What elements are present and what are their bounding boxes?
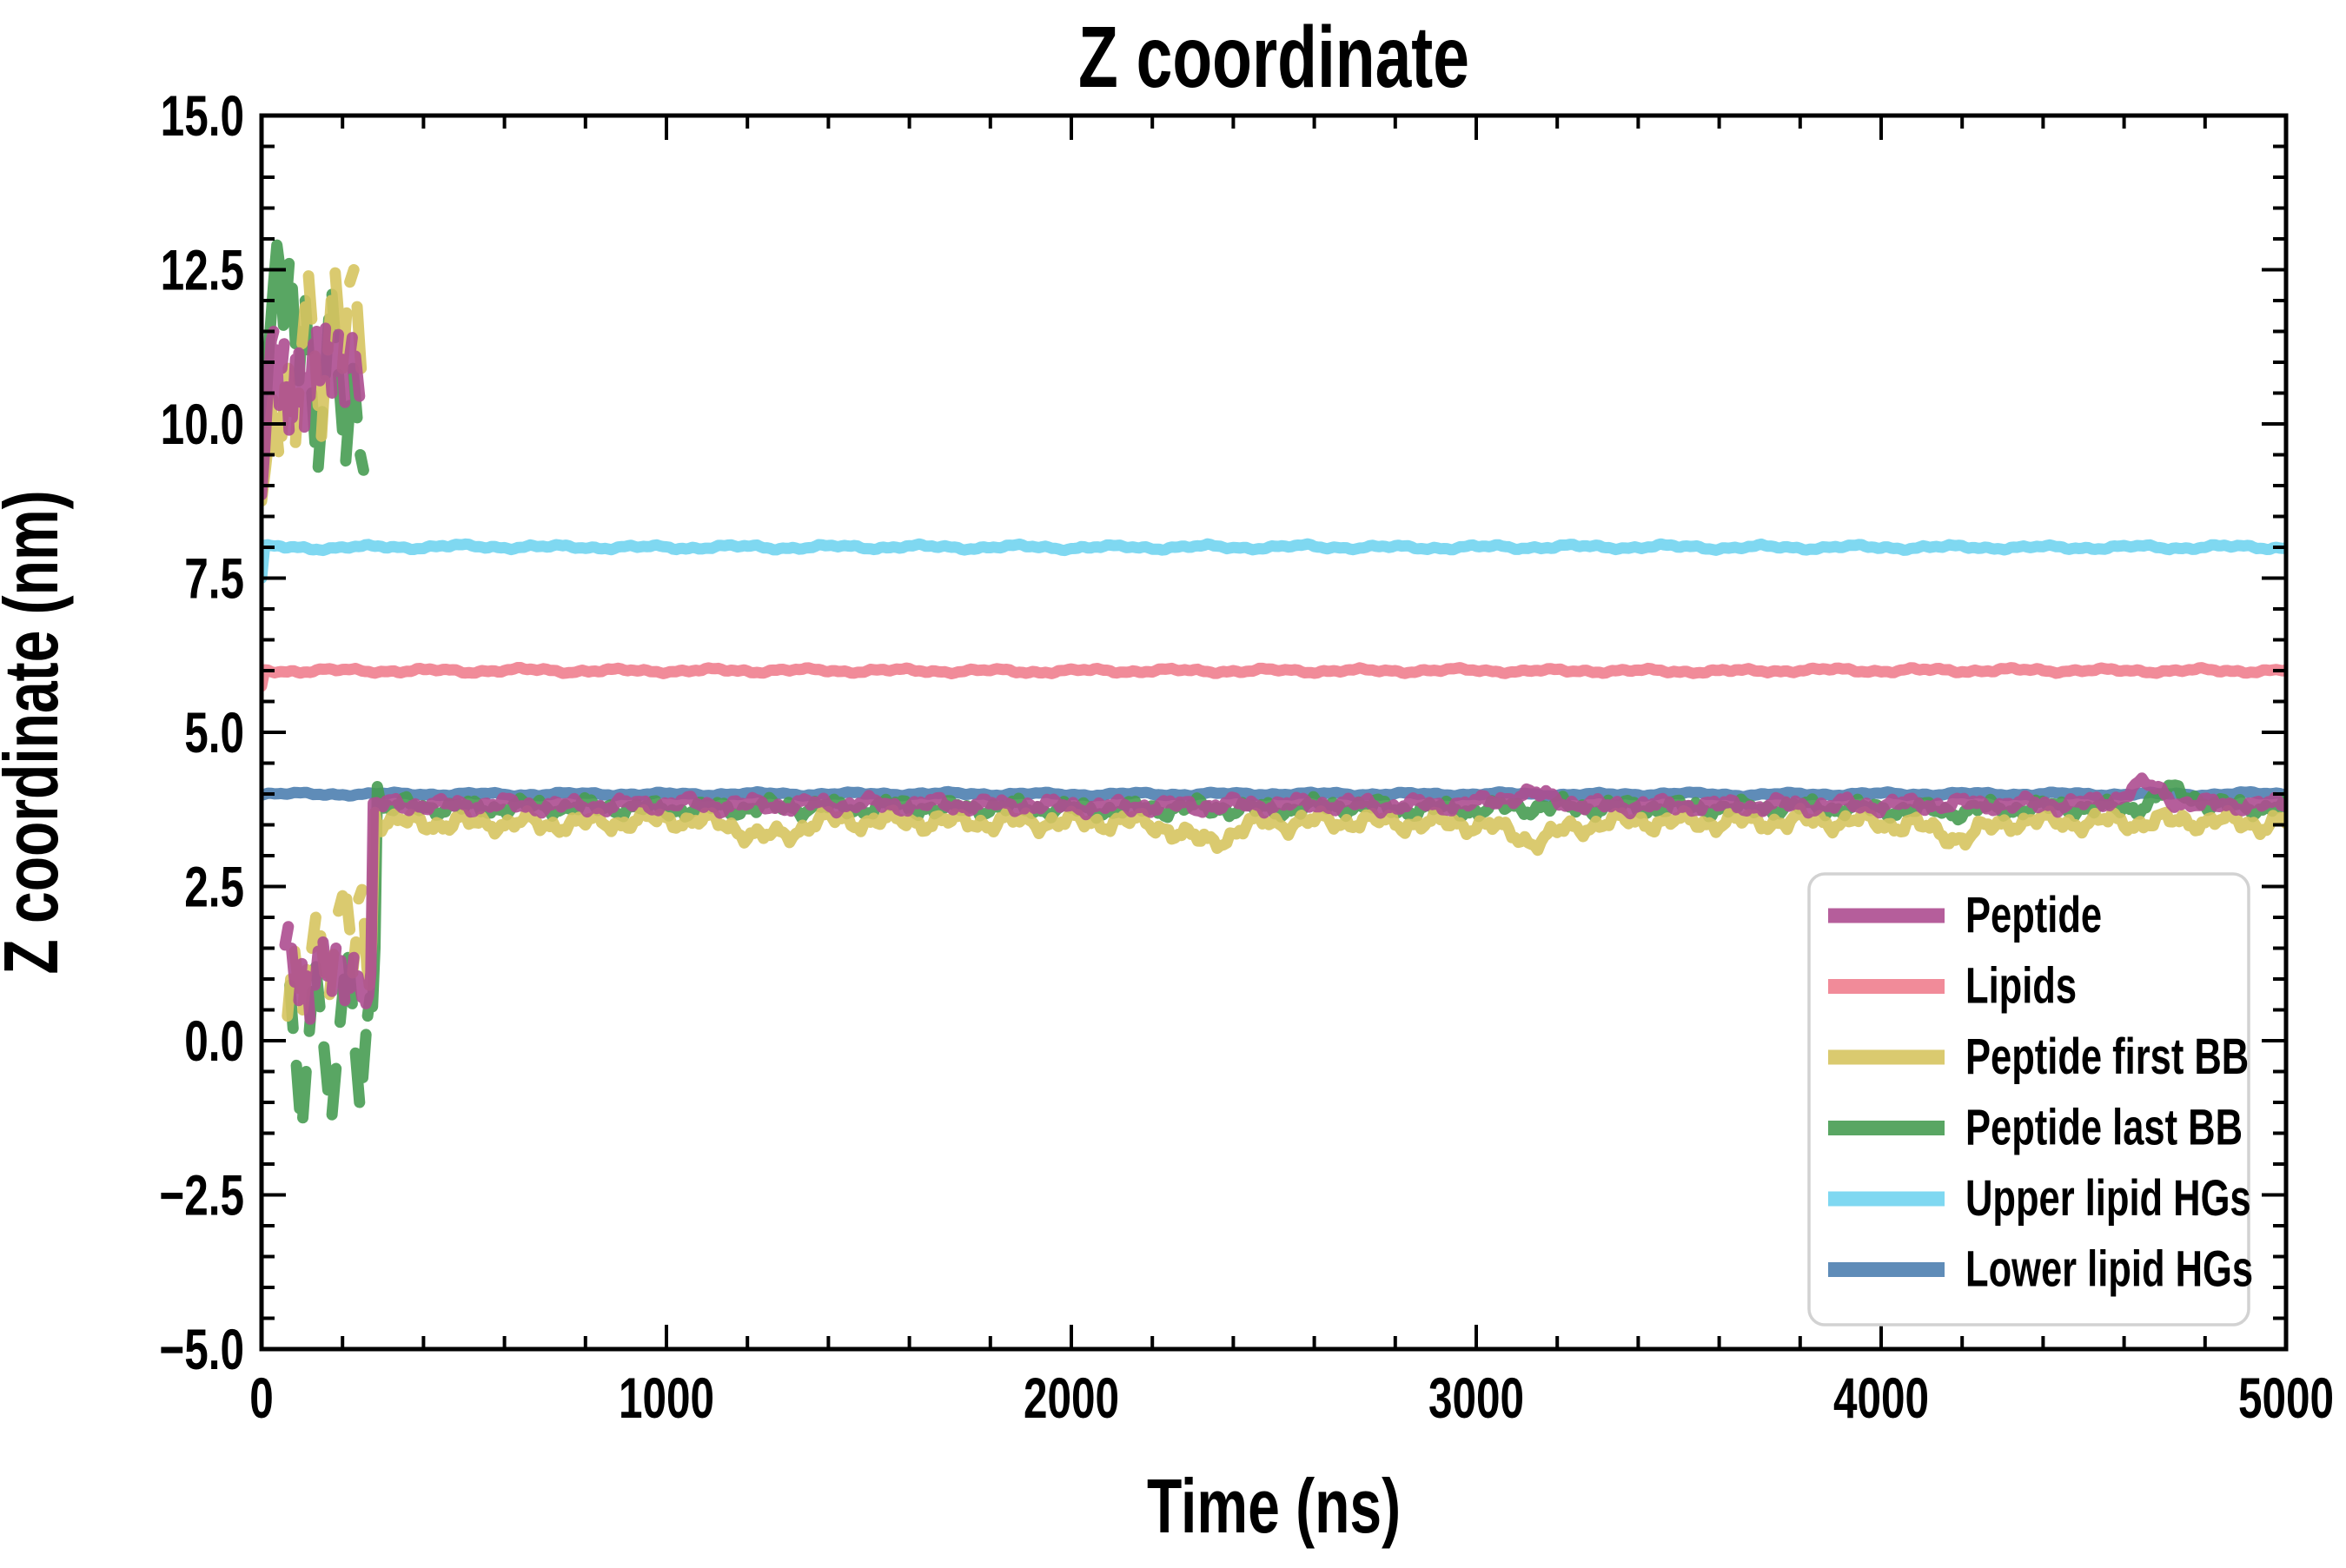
x-tick-label: 5000 <box>2238 1366 2334 1431</box>
y-tick-label: 10.0 <box>161 393 244 457</box>
x-tick-label: 2000 <box>1024 1366 1119 1431</box>
chart-title: Z coordinate <box>1078 8 1469 105</box>
y-tick-label: −5.0 <box>159 1318 244 1382</box>
x-tick-label: 1000 <box>619 1366 714 1431</box>
y-tick-label: 15.0 <box>161 84 244 149</box>
series-layer <box>262 239 2286 1124</box>
y-tick-label: 0.0 <box>184 1009 244 1074</box>
x-tick-label: 3000 <box>1428 1366 1524 1431</box>
y-tick-label: −2.5 <box>159 1164 244 1228</box>
legend: Peptide Lipids Peptide first BB Peptide las… <box>1807 872 2253 1327</box>
y-tick-label: 2.5 <box>184 856 244 920</box>
legend-label-peptide-first-bb: Peptide first BB <box>1965 1029 2249 1084</box>
y-tick-label: 5.0 <box>184 701 244 765</box>
series-peptide <box>262 322 2286 1025</box>
series-upper-lipid-hgs <box>262 538 2286 584</box>
y-tick-label: 7.5 <box>184 547 244 612</box>
legend-label-upper-lipid-hgs: Upper lipid HGs <box>1965 1170 2251 1226</box>
x-tick-label: 4000 <box>1833 1366 1929 1431</box>
axes-layer: 0 1000 2000 3000 4000 5000 −5.0 −2.5 0.0 2.5 5.0 7.… <box>159 84 2334 1431</box>
y-tick-label: 12.5 <box>161 239 244 303</box>
y-axis-label: Z coordinate (nm) <box>0 490 74 974</box>
legend-label-peptide-last-bb: Peptide last BB <box>1965 1099 2243 1154</box>
x-axis-label: Time (ns) <box>1147 1465 1401 1549</box>
legend-label-peptide: Peptide <box>1965 887 2102 943</box>
legend-label-lipids: Lipids <box>1965 957 2077 1013</box>
x-tick-label: 0 <box>249 1366 274 1431</box>
series-lower-lipid-hgs <box>262 785 2286 803</box>
series-lipids <box>262 662 2286 692</box>
legend-label-lower-lipid-hgs: Lower lipid HGs <box>1965 1241 2253 1296</box>
